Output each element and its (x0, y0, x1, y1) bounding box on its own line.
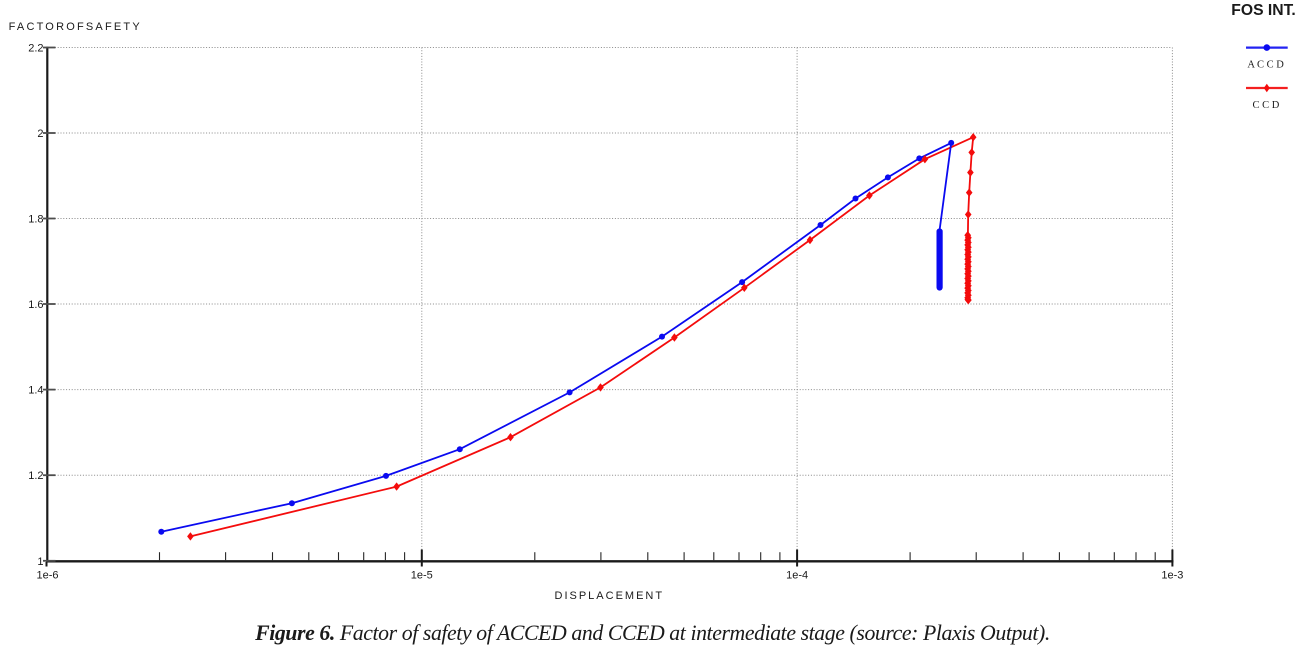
svg-text:DISPLACEMENT: DISPLACEMENT (555, 590, 665, 602)
svg-text:FOS INT.: FOS INT. (1231, 2, 1296, 19)
svg-text:1e-4: 1e-4 (786, 569, 808, 581)
svg-text:2.2: 2.2 (28, 43, 43, 55)
svg-text:1.2: 1.2 (28, 470, 43, 482)
svg-text:1.8: 1.8 (28, 214, 43, 226)
svg-text:Figure 6. Factor of safety of: Figure 6. Factor of safety of ACCED and … (254, 621, 1050, 645)
svg-text:1e-3: 1e-3 (1161, 569, 1183, 581)
svg-text:1.6: 1.6 (28, 299, 43, 311)
svg-text:C C D: C C D (1252, 100, 1279, 111)
svg-text:1.4: 1.4 (28, 385, 43, 397)
svg-text:1e-6: 1e-6 (36, 569, 58, 581)
svg-text:2: 2 (37, 128, 43, 140)
svg-text:1e-5: 1e-5 (411, 569, 433, 581)
svg-text:1: 1 (37, 556, 43, 568)
svg-text:A C C D: A C C D (1247, 60, 1284, 71)
svg-text:FACTOROFSAFETY: FACTOROFSAFETY (9, 21, 142, 33)
